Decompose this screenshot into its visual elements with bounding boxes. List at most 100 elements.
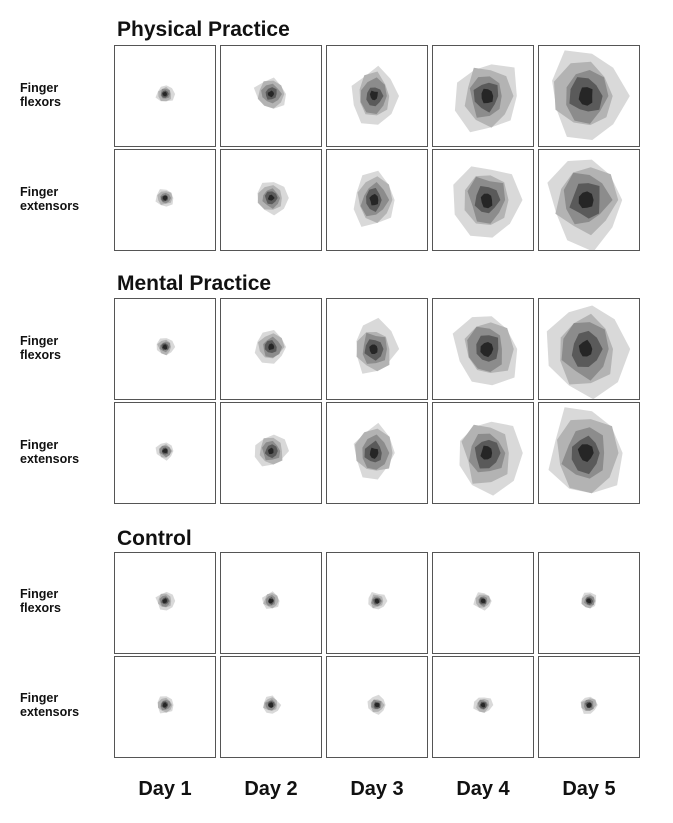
contour-map bbox=[580, 696, 598, 714]
contour-level-5 bbox=[369, 193, 379, 206]
map-panel bbox=[326, 298, 428, 400]
contour-map bbox=[368, 592, 388, 610]
contour-level-5 bbox=[578, 191, 594, 209]
map-panel bbox=[432, 45, 534, 147]
map-panel bbox=[538, 552, 640, 654]
column-label-day-3: Day 3 bbox=[350, 778, 404, 800]
contour-map bbox=[156, 338, 176, 356]
map-panel bbox=[538, 298, 640, 400]
map-panel bbox=[114, 656, 216, 758]
contour-level-5 bbox=[162, 448, 168, 453]
row-label: Finger extensors bbox=[20, 438, 80, 466]
map-panel bbox=[114, 149, 216, 251]
contour-map bbox=[155, 85, 176, 102]
map-panel bbox=[326, 656, 428, 758]
contour-level-5 bbox=[162, 91, 167, 97]
contour-level-5 bbox=[374, 703, 380, 708]
map-panel bbox=[220, 45, 322, 147]
map-panel bbox=[220, 298, 322, 400]
row-label: Finger flexors bbox=[20, 587, 61, 615]
contour-map bbox=[263, 695, 282, 714]
contour-map bbox=[353, 422, 395, 480]
contour-map bbox=[155, 189, 174, 207]
contour-level-5 bbox=[480, 342, 494, 358]
row-label: Finger flexors bbox=[20, 81, 61, 109]
contour-map bbox=[459, 421, 523, 496]
contour-level-5 bbox=[268, 702, 274, 708]
row-label: Finger extensors bbox=[20, 691, 80, 719]
contour-map bbox=[351, 65, 399, 125]
contour-level-5 bbox=[586, 702, 592, 708]
contour-level-5 bbox=[369, 344, 378, 354]
contour-level-5 bbox=[480, 702, 485, 708]
contour-level-5 bbox=[369, 447, 379, 459]
contour-level-5 bbox=[162, 598, 167, 604]
contour-map bbox=[453, 166, 523, 238]
contour-level-5 bbox=[480, 193, 493, 209]
map-panel bbox=[114, 552, 216, 654]
contour-level-5 bbox=[162, 195, 168, 201]
contour-map bbox=[547, 159, 623, 250]
map-panel bbox=[326, 552, 428, 654]
contour-map bbox=[452, 316, 518, 386]
map-panel bbox=[220, 402, 322, 504]
contour-map bbox=[262, 591, 280, 609]
column-label-day-2: Day 2 bbox=[244, 778, 298, 800]
contour-level-5 bbox=[480, 445, 493, 460]
contour-level-5 bbox=[267, 90, 275, 98]
group-title-physical-practice: Physical Practice bbox=[117, 18, 290, 41]
contour-level-5 bbox=[374, 598, 380, 604]
contour-map bbox=[454, 64, 517, 133]
contour-level-5 bbox=[481, 88, 494, 104]
contour-map bbox=[353, 170, 395, 227]
column-label-day-1: Day 1 bbox=[138, 778, 192, 800]
contour-level-5 bbox=[480, 598, 486, 603]
contour-map bbox=[254, 330, 287, 364]
column-label-day-5: Day 5 bbox=[562, 778, 616, 800]
map-panel bbox=[432, 298, 534, 400]
contour-map bbox=[581, 592, 597, 609]
map-panel bbox=[432, 656, 534, 758]
map-panel bbox=[432, 149, 534, 251]
contour-map bbox=[155, 591, 176, 611]
column-label-day-4: Day 4 bbox=[456, 778, 510, 800]
group-title-mental-practice: Mental Practice bbox=[117, 272, 272, 295]
map-panel bbox=[220, 656, 322, 758]
contour-map bbox=[473, 592, 492, 611]
contour-level-5 bbox=[268, 598, 274, 604]
contour-map bbox=[254, 434, 289, 467]
contour-map bbox=[155, 442, 174, 461]
map-panel bbox=[220, 149, 322, 251]
map-panel bbox=[538, 149, 640, 251]
row-label: Finger flexors bbox=[20, 334, 61, 362]
contour-map bbox=[546, 305, 631, 399]
group-title-control: Control bbox=[117, 527, 192, 550]
map-panel bbox=[538, 402, 640, 504]
contour-map bbox=[257, 182, 289, 216]
map-panel bbox=[114, 45, 216, 147]
contour-map bbox=[473, 697, 494, 713]
row-label: Finger extensors bbox=[20, 185, 80, 213]
map-panel bbox=[432, 402, 534, 504]
contour-map bbox=[552, 50, 630, 140]
contour-map bbox=[356, 317, 400, 374]
map-panel bbox=[538, 45, 640, 147]
map-panel bbox=[220, 552, 322, 654]
map-panel bbox=[432, 552, 534, 654]
contour-map bbox=[548, 407, 623, 494]
contour-level-5 bbox=[162, 344, 167, 350]
contour-level-5 bbox=[369, 90, 378, 101]
map-panel bbox=[114, 402, 216, 504]
map-panel bbox=[326, 45, 428, 147]
map-panel bbox=[326, 149, 428, 251]
contour-level-5 bbox=[577, 444, 594, 462]
map-panel bbox=[326, 402, 428, 504]
contour-level-5 bbox=[268, 343, 275, 351]
contour-level-5 bbox=[268, 447, 274, 455]
contour-map bbox=[253, 77, 286, 109]
contour-level-5 bbox=[578, 87, 593, 106]
map-panel bbox=[538, 656, 640, 758]
contour-map bbox=[157, 696, 174, 714]
contour-level-5 bbox=[586, 598, 592, 604]
map-panel bbox=[114, 298, 216, 400]
